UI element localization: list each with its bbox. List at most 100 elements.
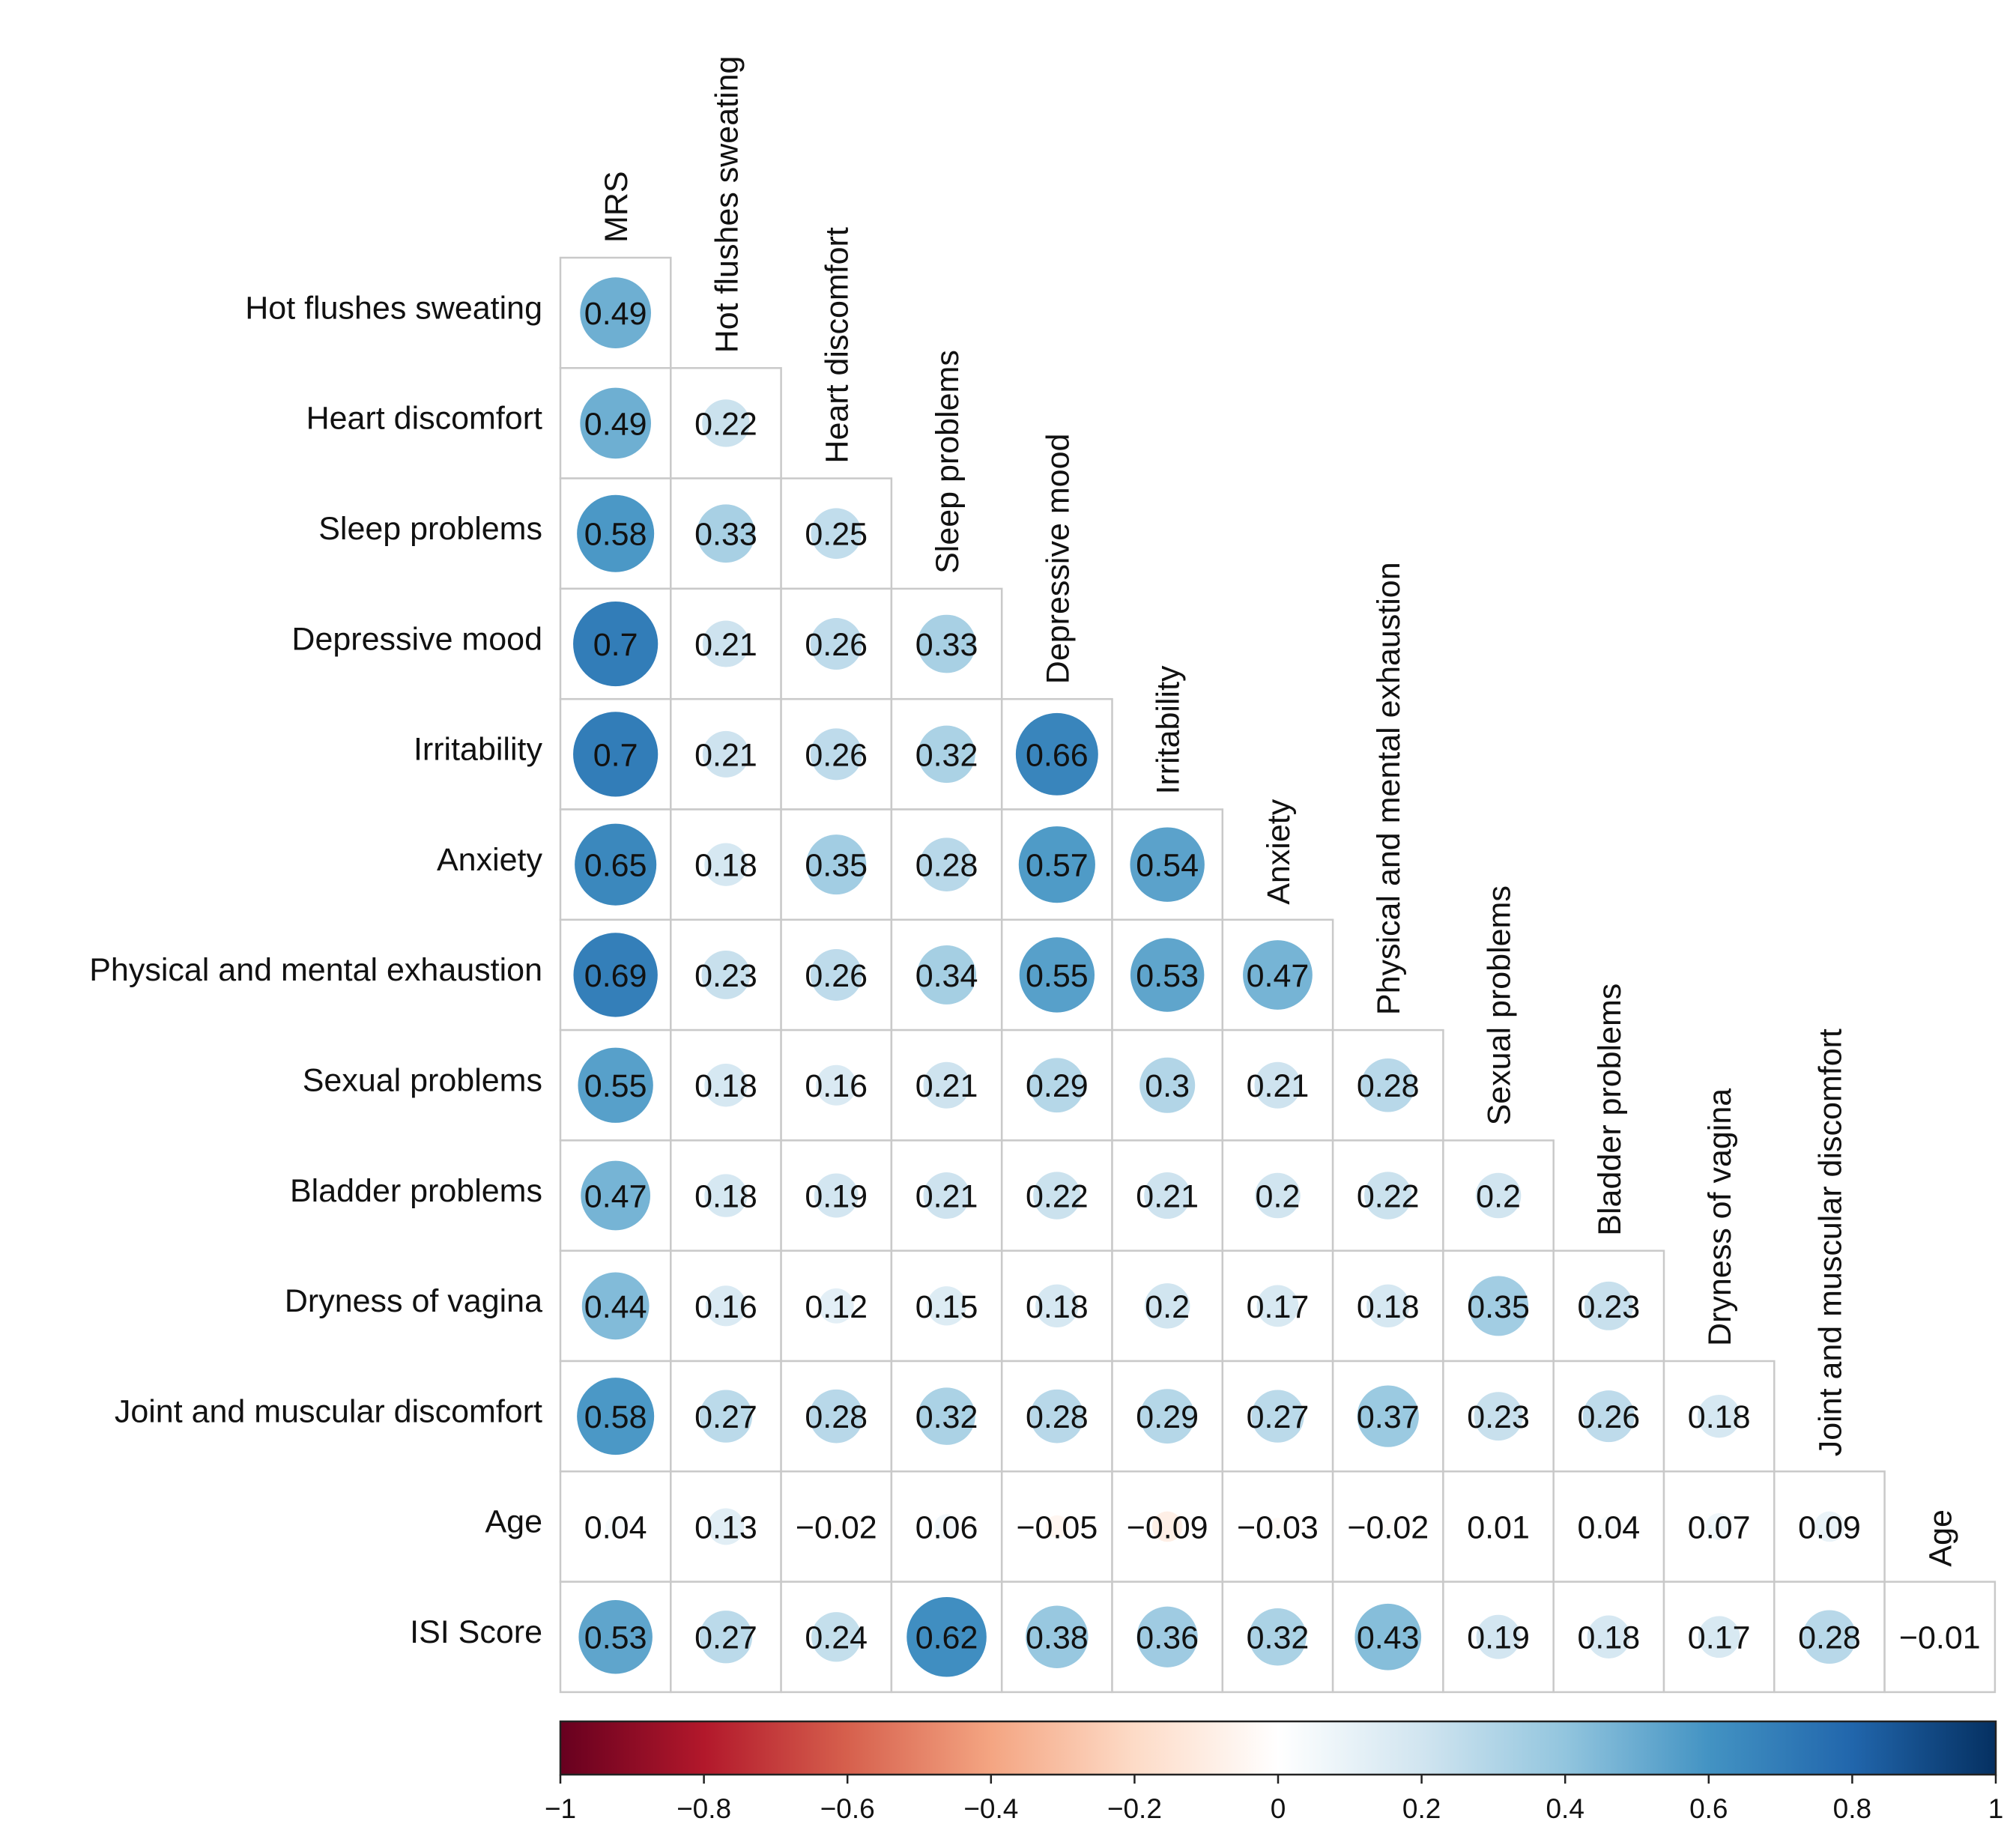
correlation-value: 0.54 <box>1136 848 1199 884</box>
row-label-sleep-problems: Sleep problems <box>318 511 542 547</box>
correlation-value: 0.3 <box>1145 1068 1190 1104</box>
cell-depressive-mood-hot-flushes-sweating: 0.21 <box>670 587 782 700</box>
correlation-value: 0.28 <box>1798 1620 1861 1656</box>
cell-joint-and-muscular-discomfort-hot-flushes-sweating: 0.27 <box>670 1360 782 1473</box>
cell-isi-score-sexual-problems: 0.19 <box>1442 1581 1555 1694</box>
correlation-circle <box>1255 1172 1301 1219</box>
cell-dryness-of-vagina-heart-discomfort: 0.12 <box>780 1249 893 1363</box>
correlation-value: 0.58 <box>584 1399 647 1435</box>
correlation-circle <box>702 620 749 667</box>
colorbar: −1 −0.8 −0.6 −0.4 −0.2 0 0.2 0.4 0.6 0.8 1 <box>545 1720 2003 1824</box>
cell-physical-and-mental-exhaustion-depressive-mood: 0.55 <box>1000 918 1113 1031</box>
cell-box <box>890 918 1003 1031</box>
cell-sexual-problems-mrs: 0.55 <box>559 1028 672 1142</box>
row-label-depressive-mood: Depressive mood <box>291 621 542 657</box>
correlation-value: 0.17 <box>1247 1289 1310 1325</box>
correlation-value: 0.16 <box>694 1289 757 1325</box>
correlation-value: 0.38 <box>1026 1620 1089 1656</box>
correlation-circle <box>573 933 658 1017</box>
correlation-circle <box>580 277 652 349</box>
colorbar-tick-label: −0.2 <box>1107 1793 1162 1824</box>
correlation-circle <box>1598 1516 1619 1537</box>
correlation-circle <box>1015 712 1098 796</box>
correlation-value: 0.18 <box>694 848 757 884</box>
column-label-anxiety: Anxiety <box>1261 799 1297 905</box>
cell-bladder-problems-irritability: 0.21 <box>1111 1139 1224 1252</box>
cell-isi-score-age: −0.01 <box>1883 1581 1997 1694</box>
row-labels: Hot flushes sweating Heart discomfort Slee… <box>89 290 542 1650</box>
correlation-value: 0.18 <box>1688 1399 1751 1435</box>
column-label-bladder-problems: Bladder problems <box>1592 984 1628 1236</box>
correlation-value: 0.69 <box>584 958 647 994</box>
correlation-circle <box>1249 1608 1307 1666</box>
cell-age-sexual-problems: 0.01 <box>1442 1470 1555 1583</box>
cell-dryness-of-vagina-irritability: 0.2 <box>1111 1249 1224 1363</box>
correlation-value: 0.04 <box>584 1509 647 1545</box>
cell-joint-and-muscular-discomfort-dryness-of-vagina: 0.18 <box>1662 1360 1776 1473</box>
cell-physical-and-mental-exhaustion-sleep-problems: 0.34 <box>890 918 1003 1031</box>
correlation-circle <box>1381 1519 1396 1534</box>
correlation-value: 0.33 <box>694 517 757 553</box>
cell-age-depressive-mood: −0.05 <box>1000 1470 1113 1583</box>
correlation-value: 0.23 <box>694 958 757 994</box>
correlation-value: 0.47 <box>584 1179 647 1215</box>
cell-isi-score-anxiety: 0.32 <box>1221 1581 1334 1694</box>
correlation-circle <box>1251 1390 1304 1443</box>
correlation-value: 0.21 <box>915 1179 978 1215</box>
row-label-physical-and-mental-exhaustion: Physical and mental exhaustion <box>89 952 542 988</box>
cell-isi-score-sleep-problems: 0.62 <box>890 1581 1003 1694</box>
correlation-value: 0.21 <box>915 1068 978 1104</box>
cell-bladder-problems-sleep-problems: 0.21 <box>890 1139 1003 1252</box>
cell-irritability-hot-flushes-sweating: 0.21 <box>670 697 782 811</box>
correlation-value: 0.18 <box>1357 1289 1420 1325</box>
cell-irritability-mrs: 0.7 <box>559 697 672 811</box>
correlation-circle <box>1934 1632 1946 1643</box>
column-label-mrs: MRS <box>599 171 635 243</box>
correlation-circle <box>1151 1511 1183 1542</box>
cell-box <box>780 1581 893 1694</box>
cell-sexual-problems-depressive-mood: 0.29 <box>1000 1028 1113 1142</box>
cell-joint-and-muscular-discomfort-heart-discomfort: 0.28 <box>780 1360 893 1473</box>
row-label-irritability: Irritability <box>414 732 543 768</box>
cell-anxiety-irritability: 0.54 <box>1111 808 1224 921</box>
cell-age-anxiety: −0.03 <box>1221 1470 1334 1583</box>
correlation-circle <box>1254 1061 1301 1109</box>
correlation-value: 0.26 <box>805 958 868 994</box>
correlation-value: 0.12 <box>805 1289 868 1325</box>
cell-box <box>1331 1028 1444 1142</box>
correlation-circle <box>809 1389 864 1443</box>
colorbar-tick-label: 0.6 <box>1689 1793 1728 1824</box>
cell-box <box>1221 918 1334 1031</box>
correlation-value: 0.26 <box>1577 1399 1640 1435</box>
correlation-value: 0.53 <box>1136 958 1199 994</box>
correlation-circle <box>699 1611 753 1664</box>
cell-age-physical-and-mental-exhaustion: −0.02 <box>1331 1470 1444 1583</box>
correlation-value: 0.13 <box>694 1509 757 1545</box>
correlation-circle <box>810 618 862 670</box>
correlation-circle <box>816 1064 857 1106</box>
correlation-circle <box>1130 827 1205 902</box>
correlation-circle <box>1357 1385 1419 1447</box>
correlation-value: 0.28 <box>805 1399 868 1435</box>
correlation-circle <box>573 601 659 687</box>
correlation-circle <box>1144 1283 1190 1329</box>
cell-joint-and-muscular-discomfort-physical-and-mental-exhaustion: 0.37 <box>1331 1360 1444 1473</box>
correlation-circle <box>1045 1515 1068 1539</box>
colorbar-tick-label: −0.4 <box>963 1793 1018 1824</box>
cell-joint-and-muscular-discomfort-mrs: 0.58 <box>559 1360 672 1473</box>
correlation-value: 0.29 <box>1136 1399 1199 1435</box>
correlation-value: 0.35 <box>1467 1289 1530 1325</box>
cell-isi-score-joint-and-muscular-discomfort: 0.28 <box>1773 1581 1886 1694</box>
column-label-sexual-problems: Sexual problems <box>1482 885 1518 1125</box>
cell-dryness-of-vagina-sleep-problems: 0.15 <box>890 1249 1003 1363</box>
correlation-circle <box>578 1600 653 1674</box>
correlation-circle <box>1018 826 1095 903</box>
cell-bladder-problems-hot-flushes-sweating: 0.18 <box>670 1139 782 1252</box>
correlation-circle <box>702 730 749 778</box>
correlation-circle <box>1468 1276 1529 1336</box>
correlation-value: 0.18 <box>694 1179 757 1215</box>
cell-isi-score-physical-and-mental-exhaustion: 0.43 <box>1331 1581 1444 1694</box>
cell-physical-and-mental-exhaustion-irritability: 0.53 <box>1111 918 1224 1031</box>
correlation-value: −0.09 <box>1127 1509 1208 1545</box>
correlation-circle <box>814 1173 859 1218</box>
